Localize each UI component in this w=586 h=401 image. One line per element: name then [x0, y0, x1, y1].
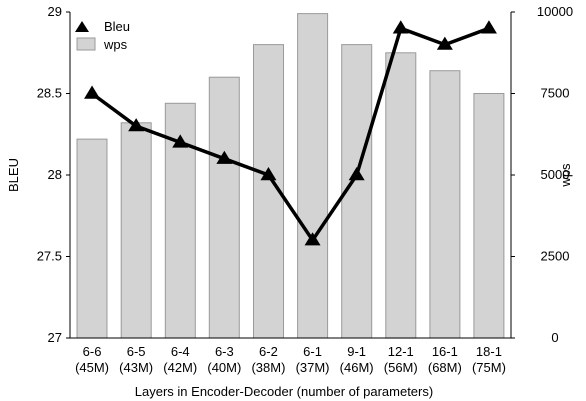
x-tick-label: 6-1 (37M) — [296, 344, 330, 375]
point-bleu — [260, 167, 277, 181]
x-tick-label: 9-1 (46M) — [340, 344, 374, 375]
bars-layer — [76, 13, 505, 339]
x-tick-label: 6-6 (45M) — [75, 344, 109, 375]
line-layer — [84, 20, 497, 246]
x-tick-label: 18-1 (75M) — [472, 344, 506, 375]
point-bleu — [128, 118, 145, 132]
y-tick-label: 28 — [48, 167, 62, 182]
y-tick-label: 29 — [48, 4, 62, 19]
point-bleu — [392, 20, 409, 34]
x-tick-label: 6-2 (38M) — [251, 344, 285, 375]
bar-wps — [120, 122, 152, 339]
y2-axis-title: wps — [558, 163, 573, 188]
y-tick-label: 28.5 — [37, 86, 62, 101]
bar-wps — [473, 93, 505, 339]
bar-wps — [76, 138, 108, 339]
y2-tick-label: 7500 — [541, 86, 570, 101]
point-bleu — [84, 85, 101, 99]
y2-tick-label: 0 — [551, 330, 558, 345]
y2-tick-label: 2500 — [541, 249, 570, 264]
point-bleu — [172, 134, 189, 148]
axes-layer — [66, 11, 515, 339]
y2-tick-label: 5000 — [541, 167, 570, 182]
legend-bleu-label: Bleu — [104, 19, 130, 34]
bar-wps — [429, 70, 461, 339]
x-axis-title: Layers in Encoder-Decoder (number of par… — [135, 384, 433, 399]
ticks-layer: 27 27.5 28 28.5 29 0 2500 5000 7500 10000 6-6 (45M)… — [37, 4, 573, 375]
y-tick-label: 27.5 — [37, 249, 62, 264]
x-tick-label: 12-1 (56M) — [384, 344, 418, 375]
legend-wps-swatch — [76, 37, 96, 51]
legend: Bleu wps — [75, 19, 130, 52]
legend-bleu-marker — [75, 21, 89, 32]
legend-wps-label: wps — [103, 37, 128, 52]
point-bleu — [348, 167, 365, 181]
line-bleu — [90, 26, 490, 242]
point-bleu — [480, 20, 497, 34]
x-tick-label: 16-1 (68M) — [428, 344, 462, 375]
point-bleu — [216, 150, 233, 164]
y2-tick-label: 10000 — [537, 4, 573, 19]
y-tick-label: 27 — [48, 330, 62, 345]
x-tick-label: 6-4 (42M) — [163, 344, 197, 375]
x-tick-label: 6-3 (40M) — [207, 344, 241, 375]
point-bleu — [436, 36, 453, 50]
bar-wps — [297, 13, 329, 339]
bar-wps — [385, 52, 417, 339]
y-axis-title: BLEU — [6, 158, 21, 192]
x-tick-label: 6-5 (43M) — [119, 344, 153, 375]
point-bleu — [304, 232, 321, 246]
bar-wps — [208, 76, 240, 339]
